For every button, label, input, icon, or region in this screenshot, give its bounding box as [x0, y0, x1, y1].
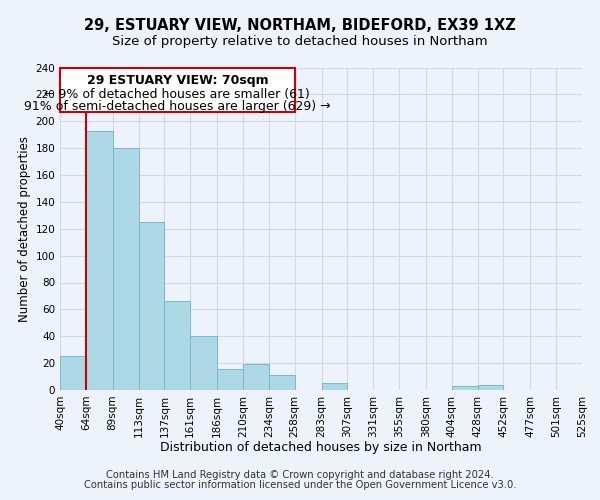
Text: Contains HM Land Registry data © Crown copyright and database right 2024.: Contains HM Land Registry data © Crown c…	[106, 470, 494, 480]
X-axis label: Distribution of detached houses by size in Northam: Distribution of detached houses by size …	[160, 441, 482, 454]
Bar	[217, 368, 243, 390]
Bar	[113, 148, 139, 390]
Bar	[164, 302, 190, 390]
Bar	[322, 384, 347, 390]
Text: 29 ESTUARY VIEW: 70sqm: 29 ESTUARY VIEW: 70sqm	[86, 74, 268, 87]
Bar	[478, 384, 503, 390]
Bar	[60, 68, 295, 112]
Bar	[60, 356, 86, 390]
Bar	[190, 336, 217, 390]
Bar	[139, 222, 164, 390]
Text: Size of property relative to detached houses in Northam: Size of property relative to detached ho…	[112, 35, 488, 48]
Text: 29, ESTUARY VIEW, NORTHAM, BIDEFORD, EX39 1XZ: 29, ESTUARY VIEW, NORTHAM, BIDEFORD, EX3…	[84, 18, 516, 32]
Text: 91% of semi-detached houses are larger (629) →: 91% of semi-detached houses are larger (…	[24, 100, 331, 113]
Bar	[86, 130, 113, 390]
Text: Contains public sector information licensed under the Open Government Licence v3: Contains public sector information licen…	[84, 480, 516, 490]
Text: ← 9% of detached houses are smaller (61): ← 9% of detached houses are smaller (61)	[44, 88, 310, 101]
Bar	[452, 386, 478, 390]
Bar	[243, 364, 269, 390]
Bar	[269, 375, 295, 390]
Y-axis label: Number of detached properties: Number of detached properties	[18, 136, 31, 322]
